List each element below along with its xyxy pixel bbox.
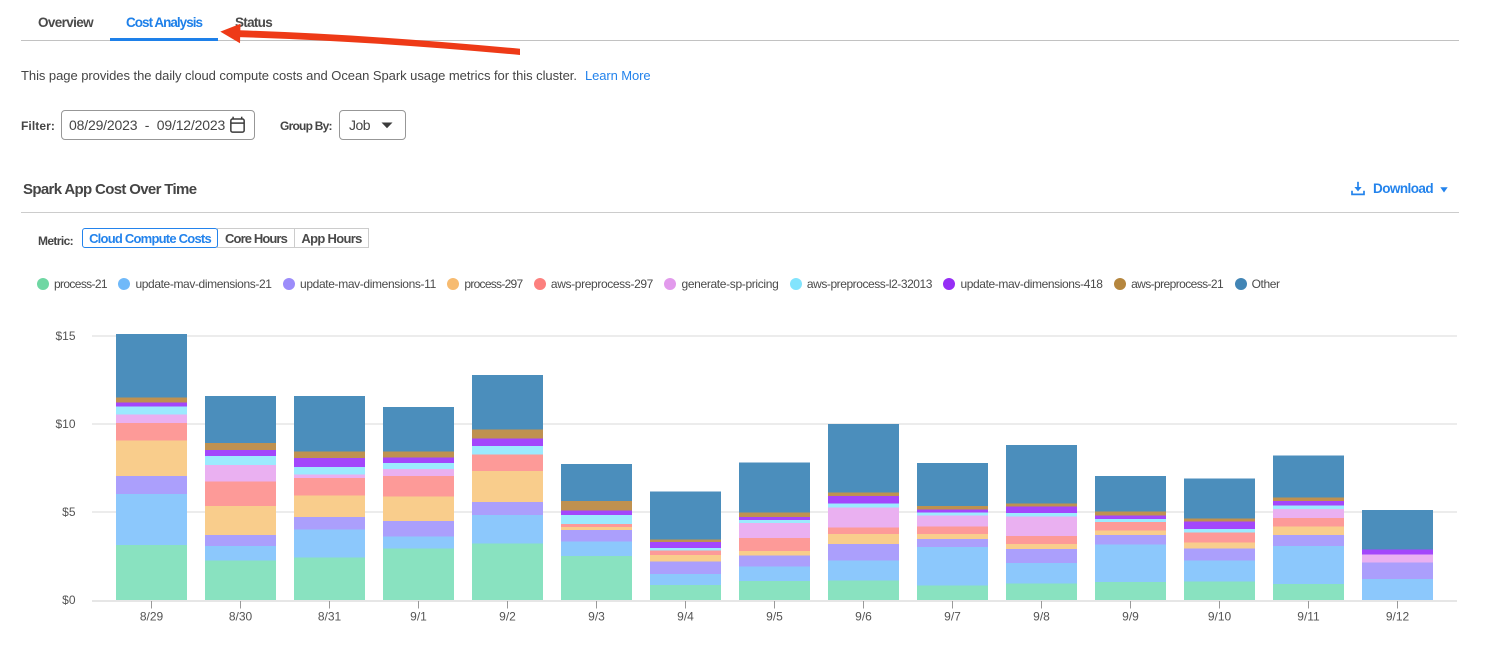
svg-text:9/9: 9/9 <box>1122 610 1139 624</box>
svg-text:8/30: 8/30 <box>229 610 253 624</box>
svg-text:9/6: 9/6 <box>855 610 872 624</box>
svg-text:8/29: 8/29 <box>140 610 164 624</box>
svg-text:$15: $15 <box>55 329 75 343</box>
svg-text:9/2: 9/2 <box>499 610 516 624</box>
svg-text:9/5: 9/5 <box>766 610 783 624</box>
svg-text:$5: $5 <box>62 505 76 519</box>
svg-text:$0: $0 <box>62 593 76 607</box>
svg-text:9/1: 9/1 <box>410 610 427 624</box>
svg-text:9/7: 9/7 <box>944 610 961 624</box>
svg-text:9/11: 9/11 <box>1297 610 1320 624</box>
svg-text:9/3: 9/3 <box>588 610 605 624</box>
svg-text:9/8: 9/8 <box>1033 610 1050 624</box>
svg-text:9/12: 9/12 <box>1386 610 1410 624</box>
svg-text:9/4: 9/4 <box>677 610 694 624</box>
svg-text:$10: $10 <box>55 417 75 431</box>
svg-text:8/31: 8/31 <box>318 610 342 624</box>
svg-text:9/10: 9/10 <box>1208 610 1232 624</box>
